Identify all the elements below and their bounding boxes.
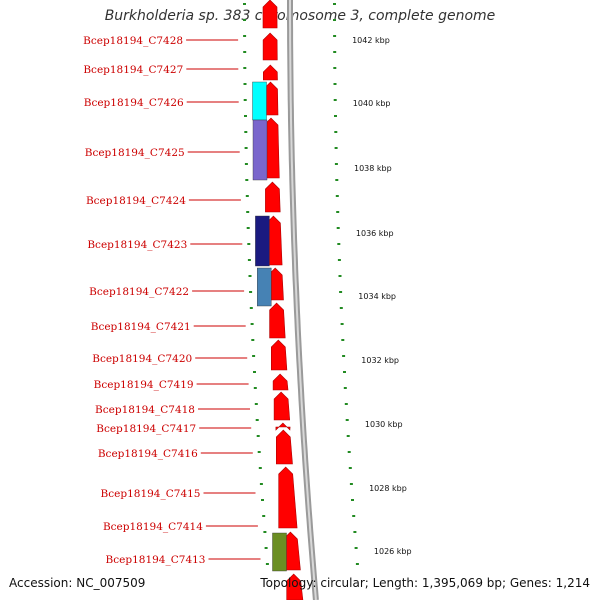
feature-block (252, 119, 268, 181)
gene-label: Bcep18194_C7418 (95, 404, 195, 416)
gene-label: Bcep18194_C7424 (86, 195, 186, 207)
scale-label: 1036 kbp (356, 229, 394, 238)
cds-arrow (265, 181, 281, 213)
gene-label: Bcep18194_C7422 (89, 286, 189, 298)
gene-label: Bcep18194_C7423 (87, 239, 187, 251)
cds-arrow (269, 302, 286, 339)
cds-arrow (270, 339, 288, 371)
gene-label: Bcep18194_C7427 (83, 64, 183, 76)
map-title: Burkholderia sp. 383 chromosome 3, compl… (104, 8, 496, 24)
scale-label: 1032 kbp (361, 356, 399, 365)
cds-arrow (286, 573, 304, 600)
scale-label: 1040 kbp (353, 99, 391, 108)
gene-labels: Bcep18194_C7428 Bcep18194_C7427 Bcep18194_… (83, 35, 287, 572)
cds-arrow (272, 373, 289, 391)
scale-label: 1042 kbp (352, 36, 390, 45)
gene-label: Bcep18194_C7419 (94, 379, 194, 391)
cds-arrow (273, 391, 291, 421)
feature-block (252, 81, 267, 121)
feature-block (257, 267, 272, 307)
feature-block (255, 215, 270, 267)
cds-arrow (262, 64, 278, 81)
cds-arrow (275, 429, 293, 465)
backbone-highlight (289, 0, 317, 600)
scale-label: 1030 kbp (365, 420, 403, 429)
scale-label: 1028 kbp (369, 484, 407, 493)
scale-label: 1034 kbp (358, 292, 396, 301)
cds-arrow (262, 0, 278, 29)
gene-label: Bcep18194_C7413 (106, 554, 206, 566)
cds-arrow (278, 466, 298, 529)
accession-label: Accession: NC_007509 (9, 576, 146, 590)
genome-summary: Topology: circular; Length: 1,395,069 bp… (260, 576, 590, 590)
cds-arrow (275, 422, 291, 431)
scale-label: 1038 kbp (354, 164, 392, 173)
scale-label: 1026 kbp (374, 547, 412, 556)
gene-label: Bcep18194_C7425 (85, 147, 185, 159)
gene-label: Bcep18194_C7421 (91, 321, 191, 333)
gene-label: Bcep18194_C7417 (96, 423, 196, 435)
cds-arrow (262, 32, 278, 61)
gene-label: Bcep18194_C7428 (83, 35, 183, 47)
feature-block (272, 532, 287, 572)
gene-label: Bcep18194_C7420 (92, 353, 192, 365)
gene-label: Bcep18194_C7414 (103, 521, 203, 533)
gene-label: Bcep18194_C7416 (98, 448, 198, 460)
gene-label: Bcep18194_C7426 (84, 97, 184, 109)
gene-label: Bcep18194_C7415 (101, 488, 201, 500)
